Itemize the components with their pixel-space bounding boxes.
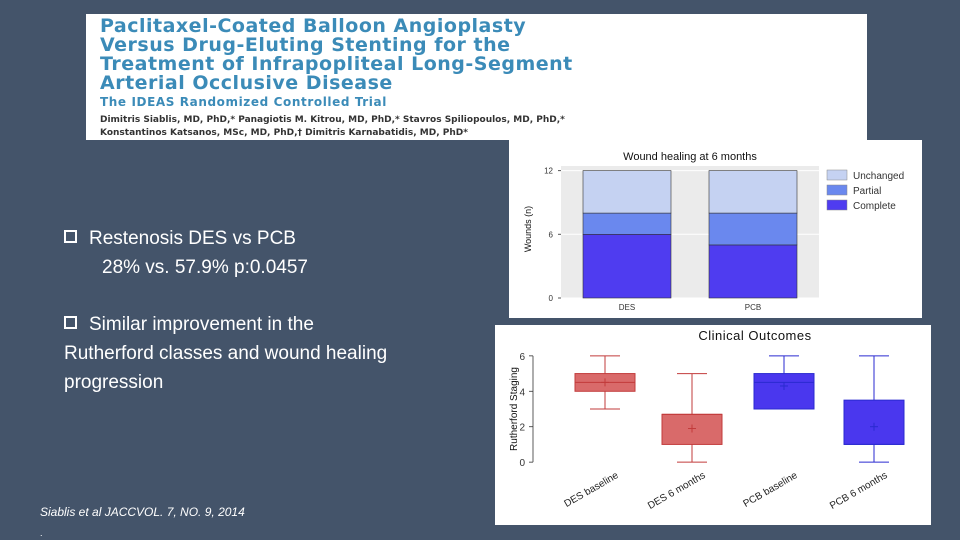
paper-author-line: Konstantinos Katsanos, MSc, MD, PhD,† Di… [100, 128, 468, 138]
y-tick-label: 0 [519, 458, 525, 469]
legend-swatch [826, 169, 848, 181]
wound-healing-chart: Wound healing at 6 months 0 6 12 Wounds (n) D… [509, 140, 922, 318]
citation-dot: . [40, 528, 43, 538]
paper-title-line: Arterial Occlusive Disease [100, 72, 393, 94]
legend-label: Partial [853, 186, 881, 197]
bar-segment-unchanged [582, 170, 672, 214]
x-tick-label: DES [619, 303, 635, 312]
bar-segment-complete [582, 234, 672, 299]
y-tick-label: 12 [544, 167, 553, 176]
box-body [753, 373, 815, 410]
legend-label: Unchanged [853, 171, 904, 182]
x-tick-label: PCB [745, 303, 761, 312]
paper-author-line: Dimitris Siablis, MD, PhD,* Panagiotis M… [100, 115, 565, 125]
bullet-list: Restenosis DES vs PCB 28% vs. 57.9% p:0.… [64, 224, 484, 397]
y-tick-label: 0 [549, 294, 554, 303]
x-tick-label: DES baseline [563, 470, 621, 510]
bullet-text: Restenosis DES vs PCB [89, 228, 296, 249]
clinical-outcomes-chart: Clinical Outcomes 0 2 4 6 Rutherford Staging D… [495, 325, 931, 525]
y-tick-label: 4 [519, 387, 525, 398]
bullet-text: Similar improvement in the [89, 314, 314, 335]
bar-segment-complete [708, 244, 798, 299]
y-tick-label: 6 [519, 352, 525, 363]
paper-title-line: Versus Drug-Eluting Stenting for the [100, 34, 511, 56]
bar-segment-unchanged [708, 170, 798, 214]
checkbox-bullet-icon [64, 316, 77, 329]
paper-title-line: Treatment of Infrapopliteal Long-Segment [100, 53, 573, 75]
wound-healing-svg: Wound healing at 6 months 0 6 12 Wounds (n) D… [523, 151, 904, 312]
bullet-rutherford-rest: Rutherford classes and wound healing pro… [64, 343, 388, 393]
x-tick-label: DES 6 months [646, 470, 707, 512]
bar-segment-partial [582, 212, 672, 235]
bullet-restenosis: Restenosis DES vs PCB [64, 224, 484, 253]
legend-swatch [826, 199, 848, 211]
citation: Siablis et al JACCVOL. 7, NO. 9, 2014 [40, 505, 245, 519]
checkbox-bullet-icon [64, 230, 77, 243]
bar-segment-partial [708, 212, 798, 246]
y-tick-label: 2 [519, 423, 525, 434]
paper-subtitle: The IDEAS Randomized Controlled Trial [100, 95, 387, 109]
legend-label: Complete [853, 201, 896, 212]
legend-swatch [826, 184, 848, 196]
y-axis-label: Wounds (n) [523, 206, 533, 252]
bullet-restenosis-values: 28% vs. 57.9% p:0.0457 [102, 257, 308, 278]
clinical-outcomes-svg: Clinical Outcomes 0 2 4 6 Rutherford Staging D… [509, 328, 905, 512]
y-axis-label: Rutherford Staging [509, 367, 520, 451]
paper-title-line: Paclitaxel-Coated Balloon Angioplasty [100, 15, 527, 37]
bullet-rutherford: Similar improvement in the [64, 310, 484, 339]
y-tick-label: 6 [549, 230, 554, 239]
paper-header-image: Paclitaxel-Coated Balloon Angioplasty Ve… [86, 14, 867, 140]
x-tick-label: PCB baseline [742, 470, 800, 510]
chart-title: Clinical Outcomes [698, 328, 811, 343]
paper-authors: Dimitris Siablis, MD, PhD,* Panagiotis M… [100, 114, 565, 140]
x-tick-label: PCB 6 months [828, 470, 889, 512]
box-body [843, 399, 905, 445]
paper-title: Paclitaxel-Coated Balloon Angioplasty Ve… [100, 17, 573, 93]
chart-title: Wound healing at 6 months [623, 151, 757, 163]
